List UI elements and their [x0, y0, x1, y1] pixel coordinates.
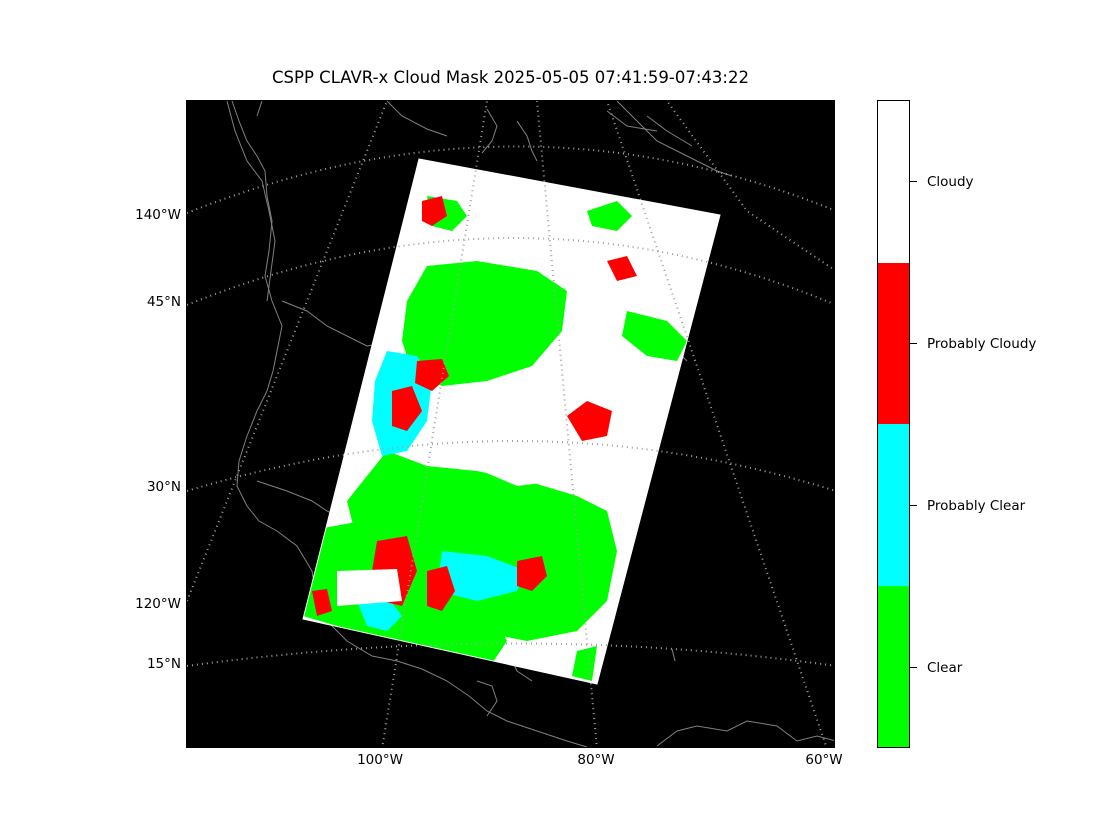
legend-label-probably-clear: Probably Clear — [927, 498, 1026, 514]
colorbar — [877, 100, 910, 748]
grid-label-80w: 80°W — [577, 752, 615, 768]
colorbar-segment-probably-cloudy — [878, 262, 909, 424]
colorbar-tick — [910, 181, 917, 182]
satellite-swath — [302, 158, 721, 685]
grid-label-140w-upper: 140°W — [135, 207, 181, 223]
colorbar-segment-probably-clear — [878, 424, 909, 586]
grid-label-30n: 30°N — [146, 479, 181, 495]
grid-label-15n: 15°N — [146, 656, 181, 672]
grid-label-45n: 45°N — [146, 294, 181, 310]
map-title: CSPP CLAVR-x Cloud Mask 2025-05-05 07:41… — [272, 68, 749, 87]
legend-label-probably-cloudy: Probably Cloudy — [927, 336, 1037, 352]
colorbar-segment-clear — [878, 585, 909, 747]
grid-label-100w: 100°W — [357, 752, 403, 768]
legend-label-clear: Clear — [927, 660, 963, 676]
graticule — [187, 101, 834, 747]
grid-label-60w: 60°W — [805, 752, 843, 768]
colorbar-tick — [910, 343, 917, 344]
colorbar-segment-cloudy — [878, 101, 909, 263]
colorbar-tick — [910, 667, 917, 668]
legend-label-cloudy: Cloudy — [927, 174, 974, 190]
cloud-mask-map — [186, 100, 835, 748]
colorbar-tick — [910, 505, 917, 506]
grid-label-120w: 120°W — [135, 596, 181, 612]
